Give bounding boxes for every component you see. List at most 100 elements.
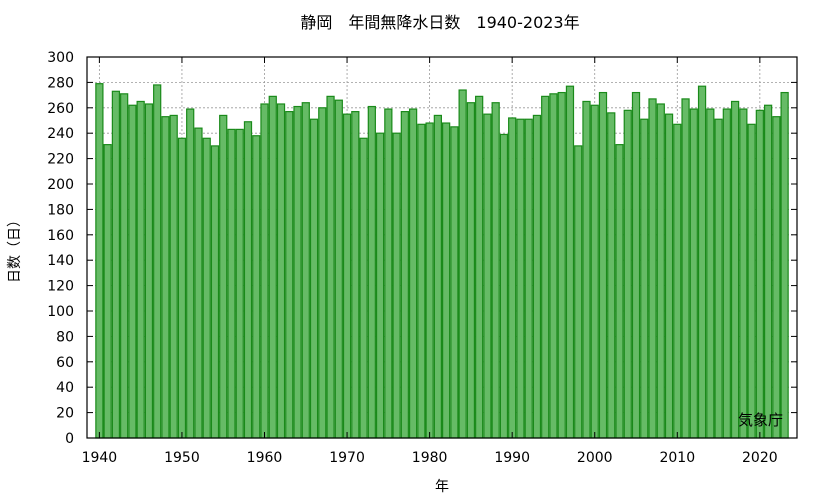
bar-1940: [95, 83, 104, 439]
bar-2012: [689, 108, 698, 439]
bar-1971: [351, 111, 360, 439]
chart-title: 静岡 年間無降水日数 1940-2023年: [300, 13, 579, 32]
bar-1980: [425, 122, 434, 439]
bar-1995: [549, 93, 558, 439]
bar-1998: [574, 145, 583, 439]
bars: [95, 83, 789, 439]
bar-1962: [276, 103, 286, 439]
bar-1967: [318, 107, 327, 439]
bar-1991: [516, 118, 525, 439]
bar-2019: [747, 123, 756, 439]
bar-1960: [260, 103, 269, 439]
bar-1945: [136, 100, 145, 439]
bar-1952: [194, 127, 203, 439]
bar-1976: [392, 132, 401, 439]
bar-1993: [532, 114, 542, 439]
y-tick-label: 240: [47, 126, 74, 142]
bar-2014: [706, 108, 715, 439]
bar-2001: [598, 91, 608, 439]
bar-1982: [442, 122, 451, 439]
bar-1987: [483, 113, 492, 439]
bar-2010: [673, 123, 682, 439]
bar-1978: [408, 108, 418, 439]
bar-1970: [342, 113, 352, 439]
y-tick-label: 40: [56, 380, 74, 396]
bar-2015: [714, 118, 723, 439]
y-tick-label: 100: [47, 304, 74, 320]
bar-2018: [739, 108, 748, 439]
bar-1996: [557, 91, 566, 439]
bar-2000: [590, 104, 599, 439]
bar-1990: [508, 117, 517, 439]
bar-1984: [458, 89, 467, 439]
bar-2020: [755, 109, 764, 439]
bar-1957: [235, 128, 244, 439]
bar-1992: [524, 118, 533, 439]
bar-1974: [375, 132, 385, 439]
bar-2009: [664, 113, 674, 439]
bar-1948: [161, 116, 170, 439]
bar-1975: [384, 108, 393, 439]
bar-1951: [186, 108, 195, 439]
y-tick-label: 220: [47, 152, 74, 168]
bar-1961: [268, 95, 277, 439]
bar-2021: [763, 104, 773, 439]
y-tick-label: 260: [47, 101, 74, 117]
bar-1999: [582, 100, 591, 439]
bar-1983: [450, 126, 459, 439]
bar-1956: [227, 128, 236, 439]
bar-1977: [400, 111, 409, 439]
bar-1958: [243, 121, 253, 439]
bar-1963: [285, 111, 294, 439]
y-tick-label: 140: [47, 253, 74, 269]
bar-1972: [359, 137, 368, 439]
bar-1969: [334, 99, 343, 439]
y-axis-label: 日数（日）: [7, 213, 23, 283]
bar-1964: [293, 105, 302, 439]
bar-1979: [417, 123, 426, 439]
bar-1973: [367, 105, 376, 439]
bar-1966: [309, 118, 319, 439]
bar-1954: [210, 145, 220, 439]
bar-1988: [491, 102, 500, 439]
bar-1994: [541, 95, 550, 439]
bar-1997: [565, 85, 575, 439]
bar-1959: [252, 135, 261, 439]
y-tick-label: 20: [56, 406, 74, 422]
bar-1941: [103, 144, 112, 439]
bar-1981: [433, 114, 442, 439]
bar-2011: [681, 98, 690, 439]
x-tick-label: 1960: [247, 450, 283, 466]
y-tick-label: 80: [56, 329, 74, 345]
bar-1942: [111, 90, 121, 439]
bar-1985: [466, 102, 476, 439]
x-tick-label: 1990: [494, 450, 530, 466]
bar-1986: [475, 95, 484, 439]
bar-1944: [128, 104, 137, 439]
bar-2005: [631, 91, 641, 439]
bar-2006: [640, 118, 649, 439]
bar-2017: [730, 100, 740, 439]
bar-1947: [153, 84, 162, 439]
bar-2022: [772, 116, 781, 439]
bar-1968: [326, 95, 335, 439]
y-tick-label: 120: [47, 279, 74, 295]
bar-1989: [499, 133, 509, 439]
y-axis: 0 20 40 60 80 100 120 140 160 180 200 220 240 260 280 3…: [47, 50, 797, 447]
bar-2002: [607, 112, 616, 439]
bar-1953: [202, 137, 211, 439]
y-tick-label: 160: [47, 228, 74, 244]
bar-2013: [697, 85, 707, 439]
bar-1946: [144, 103, 154, 439]
bar-2004: [623, 109, 632, 439]
source-label: 気象庁: [738, 411, 783, 429]
x-tick-label: 2010: [659, 450, 695, 466]
bar-1965: [301, 102, 310, 439]
y-tick-label: 0: [65, 431, 74, 447]
x-tick-label: 1950: [164, 450, 200, 466]
bar-1949: [169, 114, 178, 439]
y-tick-label: 60: [56, 355, 74, 371]
y-tick-label: 280: [47, 75, 74, 91]
bar-2003: [615, 144, 624, 439]
